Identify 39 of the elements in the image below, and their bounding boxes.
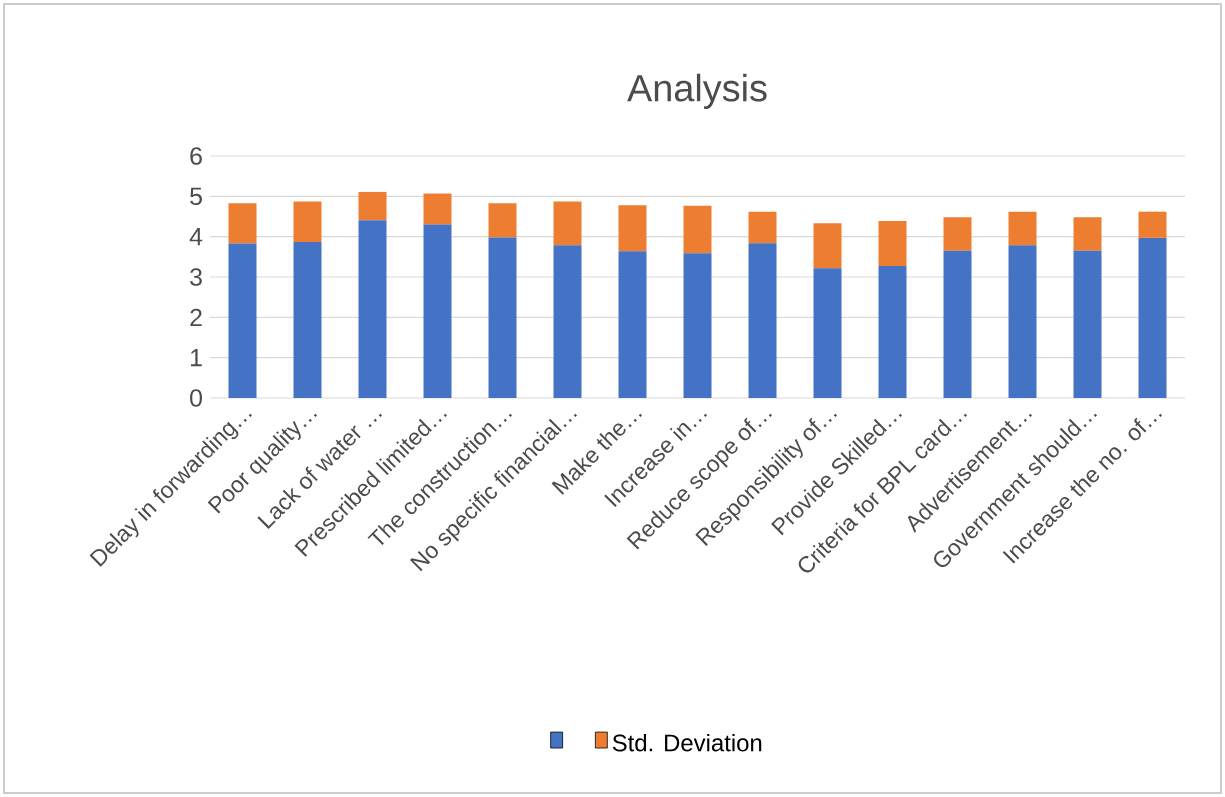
bar — [618, 205, 647, 252]
bar — [1073, 217, 1102, 251]
bar — [488, 237, 517, 398]
bar — [293, 201, 322, 242]
bar — [488, 203, 517, 238]
bar — [748, 243, 777, 398]
bar — [228, 243, 257, 398]
y-tick-label: 2 — [190, 308, 202, 327]
bar — [813, 268, 842, 398]
y-tick-label: 0 — [190, 389, 202, 407]
bar — [293, 241, 322, 398]
bar — [878, 266, 907, 398]
bar — [228, 203, 257, 244]
chart-title: Analysis — [627, 73, 767, 110]
y-tick-label: 4 — [189, 228, 203, 246]
bar — [553, 245, 582, 398]
y-tick-label: 1 — [191, 349, 202, 367]
bar — [1008, 211, 1037, 246]
bar — [683, 253, 712, 398]
y-tick-label: 5 — [190, 187, 202, 206]
bar — [1138, 237, 1167, 398]
y-tick-label: 6 — [190, 147, 202, 165]
bar — [358, 191, 387, 221]
bar — [943, 217, 972, 251]
bar — [943, 250, 972, 398]
bar — [618, 251, 647, 398]
bar — [553, 201, 582, 246]
bar — [1008, 245, 1037, 398]
y-tick-label: 3 — [190, 268, 202, 286]
bar — [1073, 250, 1102, 398]
bar — [1138, 211, 1167, 238]
bar — [423, 193, 452, 225]
bar — [423, 224, 452, 398]
bar — [813, 223, 842, 269]
bar — [878, 220, 907, 267]
bar — [358, 220, 387, 398]
bar — [748, 211, 777, 244]
legend-label: Std. Deviation — [612, 733, 762, 752]
bar — [683, 205, 712, 254]
